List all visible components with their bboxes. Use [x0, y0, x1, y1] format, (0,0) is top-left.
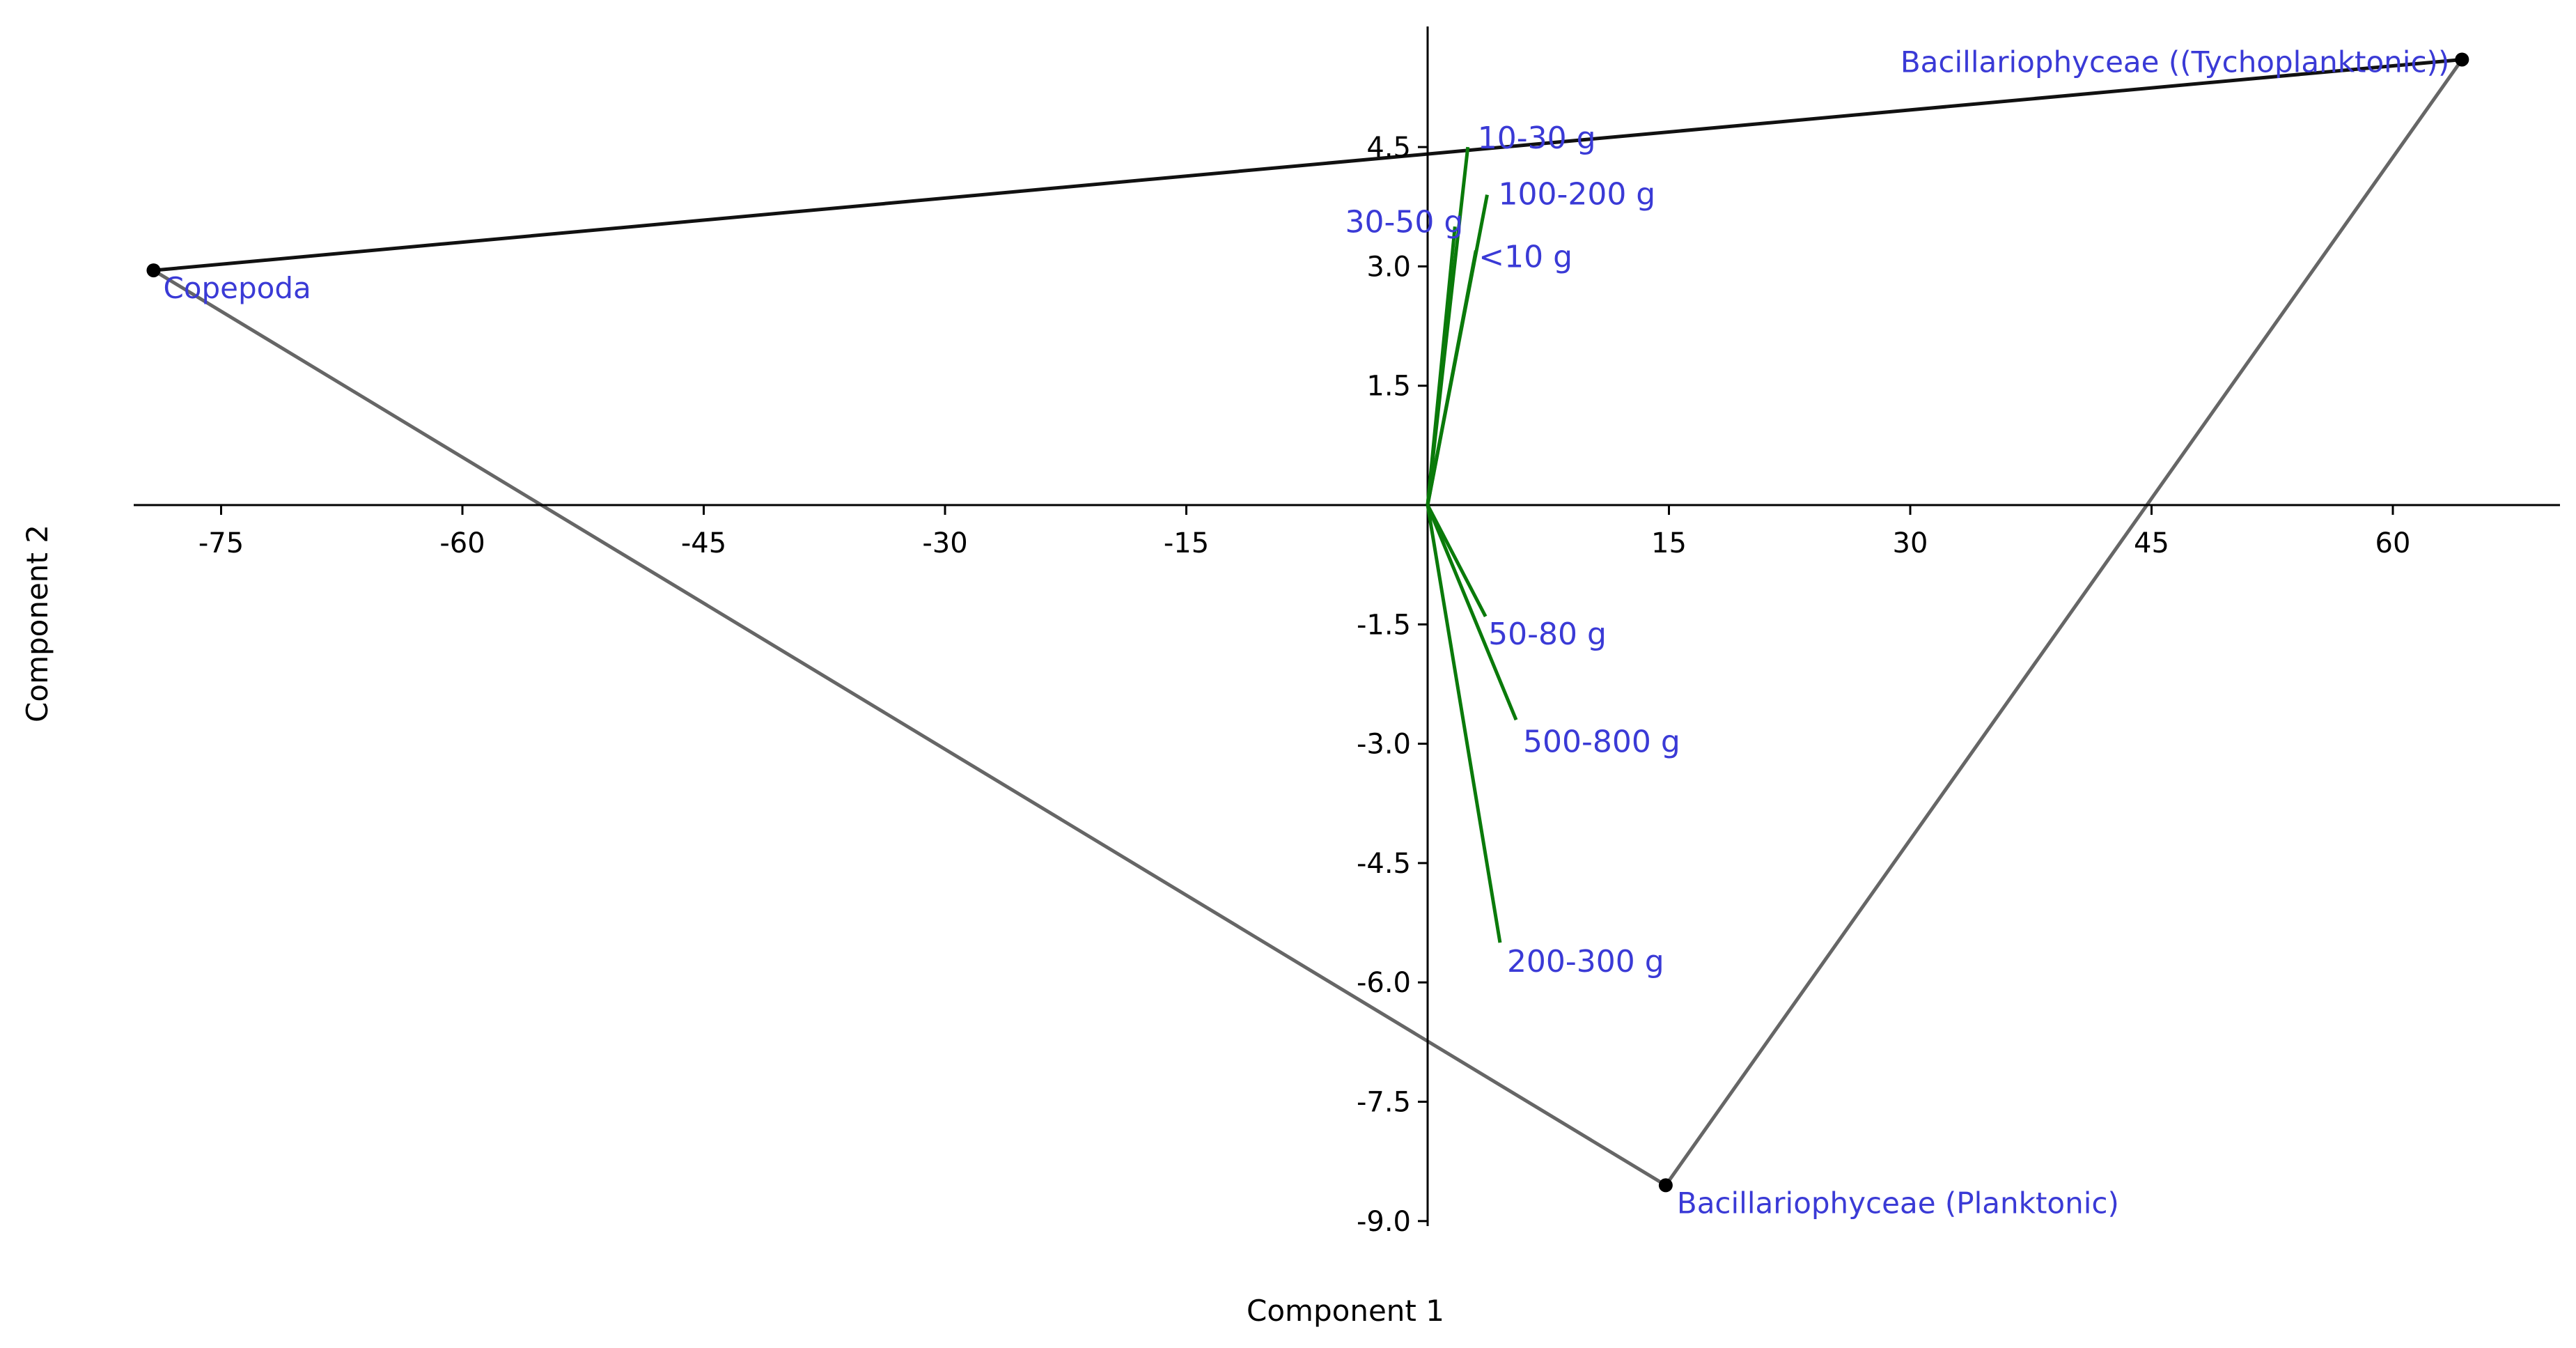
x-tick-label: -75 — [198, 527, 244, 559]
axes — [134, 26, 2560, 1226]
x-tick-label: 15 — [1651, 527, 1687, 559]
vector-label: 10-30 g — [1478, 121, 1596, 156]
y-tick-label: 4.5 — [1366, 132, 1411, 164]
x-tick-label: 30 — [1893, 527, 1928, 559]
y-tick-label: -9.0 — [1357, 1206, 1411, 1238]
x-ticks: -75 -60 -45 -30 -15 15 30 45 60 — [198, 505, 2411, 559]
y-tick-label: -7.5 — [1357, 1087, 1411, 1119]
score-point-marker — [2455, 52, 2469, 67]
x-tick-label: -15 — [1164, 527, 1209, 559]
y-tick-label: 3.0 — [1366, 251, 1411, 283]
y-tick-label: -4.5 — [1357, 848, 1411, 880]
x-tick-label: 45 — [2134, 527, 2169, 559]
loading-vector — [1426, 504, 1518, 721]
score-point-label: Bacillariophyceae (Planktonic) — [1677, 1186, 2119, 1220]
y-tick-label: -1.5 — [1357, 609, 1411, 641]
y-axis-title: Component 2 — [20, 525, 54, 722]
score-point-marker — [1658, 1178, 1673, 1193]
hull-polygon — [153, 57, 2464, 1187]
vector-label: 30-50 g — [1345, 204, 1463, 240]
loading-vector — [1426, 226, 1457, 506]
y-ticks: 4.5 3.0 1.5 -1.5 -3.0 -4.5 -6.0 -7.5 -9.0 — [1357, 132, 1428, 1238]
vector-label: 200-300 g — [1507, 944, 1664, 979]
hull-edge — [153, 268, 1667, 1187]
loading-vectors: 10-30 g 30-50 g 100-200 g <10 g 50-80 g 500-8… — [1345, 121, 1680, 979]
vector-label: 100-200 g — [1498, 177, 1655, 212]
y-tick-label: -3.0 — [1357, 729, 1411, 761]
hull-edge — [153, 57, 2462, 272]
x-tick-label: 60 — [2375, 527, 2411, 559]
x-axis-title: Component 1 — [1247, 1294, 1444, 1328]
score-point-marker — [146, 263, 161, 278]
y-tick-label: 1.5 — [1366, 371, 1411, 403]
score-points: Copepoda Bacillariophyceae ((Tychoplankto… — [146, 45, 2469, 1220]
loading-vector — [1426, 250, 1478, 506]
vector-label: 50-80 g — [1488, 617, 1607, 652]
y-tick-label: -6.0 — [1357, 967, 1411, 999]
x-tick-label: -45 — [681, 527, 726, 559]
vector-label: <10 g — [1478, 240, 1572, 275]
hull-edge — [1664, 59, 2464, 1186]
score-point-label: Bacillariophyceae ((Tychoplanktonic)) — [1900, 45, 2449, 79]
vector-label: 500-800 g — [1523, 724, 1680, 759]
score-point-label: Copepoda — [163, 271, 311, 305]
loading-vector — [1426, 504, 1488, 618]
x-tick-label: -30 — [922, 527, 967, 559]
loading-vector — [1426, 504, 1502, 943]
x-tick-label: -60 — [439, 527, 485, 559]
